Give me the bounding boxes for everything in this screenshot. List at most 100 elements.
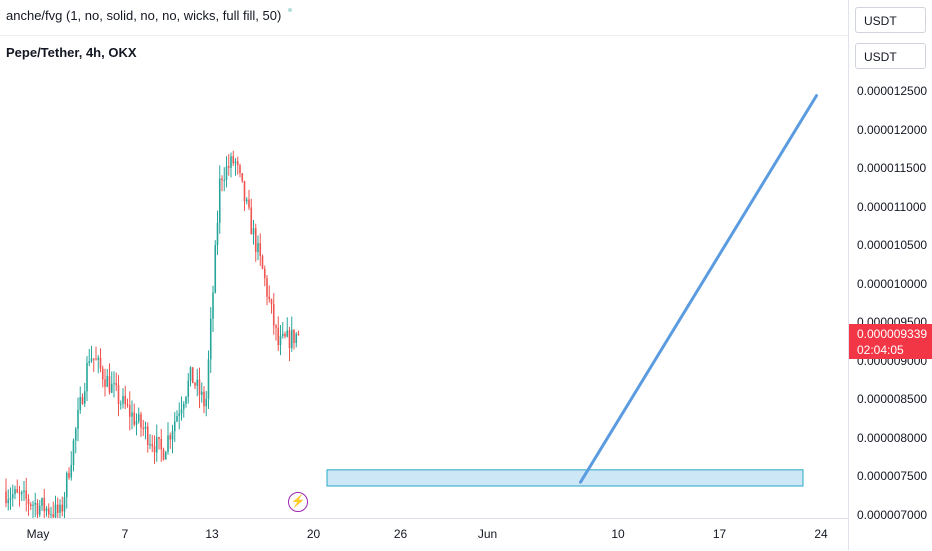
candle-body: [29, 504, 32, 506]
candle-body: [207, 359, 210, 399]
candle-body: [272, 304, 275, 326]
candle-body: [295, 333, 298, 343]
candle-body: [34, 502, 37, 505]
indicator-label[interactable]: anche/fvg (1, no, solid, no, no, wicks, …: [6, 8, 282, 23]
current-price-value: 0.000009339: [857, 327, 928, 341]
candle-body: [151, 444, 154, 447]
time-tick: 13: [205, 527, 219, 541]
candle-body: [18, 492, 21, 494]
candle-body: [142, 427, 145, 429]
candle-body: [155, 437, 158, 453]
candle-body: [47, 508, 50, 515]
candle-body: [167, 435, 169, 453]
candle-body: [212, 292, 214, 319]
candle-body: [153, 446, 156, 453]
candle-body: [133, 412, 136, 425]
candle-body: [225, 166, 228, 180]
symbol-title[interactable]: Pepe/Tether, 4h, OKX: [6, 45, 137, 60]
candle-body: [83, 391, 86, 404]
candle-body: [178, 413, 181, 416]
candle-body: [128, 404, 131, 417]
time-tick: May: [26, 527, 50, 541]
candle-body: [92, 358, 95, 360]
currency-unit-label[interactable]: USDT: [855, 43, 926, 69]
candle-body: [119, 403, 122, 405]
price-tick: 0.000008500: [857, 392, 928, 406]
candle-body: [25, 490, 28, 499]
time-tick: 17: [712, 527, 727, 541]
candle-body: [43, 498, 46, 512]
candle-body: [216, 222, 219, 246]
candle-body: [106, 376, 109, 387]
candle-body: [266, 278, 268, 297]
candle-body: [218, 178, 221, 223]
candle-body: [59, 504, 61, 513]
candle-body: [185, 396, 187, 404]
candle-body: [200, 391, 203, 395]
price-axis[interactable]: [848, 0, 932, 550]
candle-body: [182, 403, 185, 410]
candle-body: [245, 199, 248, 202]
candle-body: [236, 161, 239, 166]
candle-body: [115, 383, 118, 386]
candle-body: [189, 367, 192, 381]
candle-body: [268, 296, 271, 300]
candle-body: [110, 383, 113, 393]
candle-body: [243, 181, 246, 202]
candle-body: [99, 357, 102, 369]
candle-body: [135, 421, 138, 425]
bar-countdown: 02:04:05: [857, 343, 904, 357]
candle-body: [27, 498, 30, 505]
candle-body: [239, 165, 241, 174]
candle-body: [232, 156, 235, 164]
time-tick: 7: [121, 527, 129, 541]
candle-body: [209, 318, 212, 360]
candle-body: [137, 414, 140, 422]
candle-body: [72, 440, 75, 466]
currency-selector[interactable]: USDT: [855, 7, 926, 33]
candle-body: [281, 333, 284, 336]
candle-body: [52, 514, 55, 518]
candle-body: [9, 497, 12, 500]
candle-body: [61, 504, 64, 512]
candle-body: [169, 435, 172, 440]
candle-body: [259, 243, 262, 256]
price-tick: 0.000012000: [857, 122, 928, 137]
time-axis[interactable]: [0, 518, 848, 551]
candle-body: [144, 426, 147, 429]
candle-body: [113, 383, 115, 385]
candles-group: [5, 150, 300, 518]
candle-body: [81, 396, 84, 404]
candle-body: [290, 329, 293, 349]
candle-body: [284, 333, 286, 337]
candle-body: [171, 431, 174, 440]
candle-body: [79, 396, 82, 411]
lightning-icon[interactable]: ⚡: [288, 492, 308, 512]
time-tick: 20: [306, 527, 321, 541]
candle-body: [194, 383, 196, 386]
candle-body: [257, 243, 259, 252]
candle-body: [126, 404, 129, 406]
time-tick: Jun: [477, 527, 498, 541]
price-tick: 0.000008000: [857, 430, 928, 445]
candle-body: [252, 228, 255, 235]
candle-body: [86, 362, 88, 392]
candle-body: [293, 329, 295, 343]
candle-body: [95, 359, 97, 361]
candle-body: [56, 504, 59, 513]
price-chart[interactable]: [0, 0, 848, 518]
candle-body: [164, 452, 167, 460]
candle-body: [214, 245, 217, 293]
candle-body: [50, 514, 52, 516]
candle-body: [160, 438, 163, 450]
time-tick: 10: [611, 527, 625, 541]
price-tick: 0.000010500: [857, 238, 928, 252]
time-tick: 24: [814, 527, 828, 541]
candle-body: [32, 504, 34, 506]
price-tick: 0.000010000: [857, 276, 928, 291]
candle-body: [297, 333, 300, 335]
candle-body: [101, 368, 104, 380]
candle-body: [16, 489, 19, 493]
candle-body: [5, 491, 7, 504]
price-tick: 0.000011500: [857, 161, 927, 175]
